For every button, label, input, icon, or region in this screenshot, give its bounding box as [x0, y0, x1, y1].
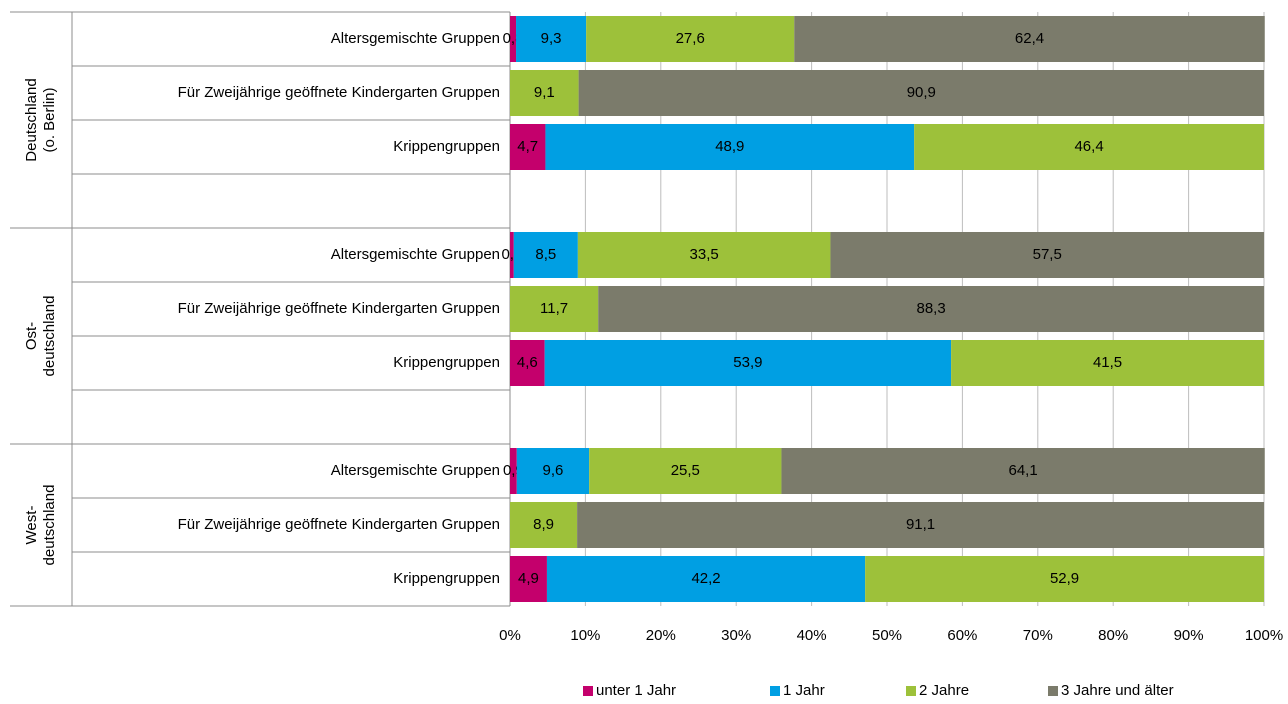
group-label: Ost-	[23, 322, 40, 350]
legend-swatch	[1048, 686, 1058, 696]
bar-segment	[510, 70, 579, 116]
bar-segment	[516, 448, 590, 494]
bar-segment	[545, 124, 915, 170]
bar-segment	[510, 124, 546, 170]
x-tick-label: 60%	[947, 627, 977, 644]
bar-segment	[510, 286, 599, 332]
value-label: 64,1	[1008, 462, 1037, 479]
bar-segment	[830, 232, 1264, 278]
value-label: 62,4	[1015, 30, 1044, 47]
value-label: 48,9	[715, 138, 744, 155]
value-label: 53,9	[733, 354, 762, 371]
value-label: 4,7	[517, 138, 538, 155]
value-label: 33,5	[690, 246, 719, 263]
bar-segment	[544, 340, 952, 386]
legend-label: unter 1 Jahr	[596, 682, 676, 699]
x-tick-label: 40%	[797, 627, 827, 644]
group-label: (o. Berlin)	[41, 87, 58, 152]
group-label: West-	[23, 506, 40, 545]
x-tick-label: 80%	[1098, 627, 1128, 644]
bar-segment	[586, 16, 795, 62]
category-label: Krippengruppen	[393, 570, 500, 587]
category-label: Für Zweijährige geöffnete Kindergarten G…	[178, 516, 500, 533]
x-tick-label: 10%	[570, 627, 600, 644]
value-label: 41,5	[1093, 354, 1122, 371]
value-label: 25,5	[671, 462, 700, 479]
bar-segment	[516, 16, 587, 62]
value-label: 90,9	[907, 84, 936, 101]
group-label: deutschland	[41, 485, 58, 566]
value-label: 4,6	[517, 354, 538, 371]
x-tick-label: 100%	[1245, 627, 1283, 644]
legend-label: 1 Jahr	[783, 682, 825, 699]
value-label: 27,6	[676, 30, 705, 47]
bar-segment	[513, 232, 578, 278]
bar-segment	[510, 340, 545, 386]
value-label: 4,9	[518, 570, 539, 587]
bar-segment	[577, 232, 831, 278]
legend-swatch	[583, 686, 593, 696]
value-label: 91,1	[906, 516, 935, 533]
x-tick-label: 70%	[1023, 627, 1053, 644]
value-label: 42,2	[691, 570, 720, 587]
bar-segment	[510, 16, 517, 62]
bar-segment	[589, 448, 782, 494]
value-label: 9,6	[543, 462, 564, 479]
x-tick-label: 20%	[646, 627, 676, 644]
bar-segment	[510, 232, 514, 278]
bar-segment	[577, 502, 1264, 548]
bar-segment	[510, 502, 578, 548]
category-label: Altersgemischte Gruppen	[331, 246, 500, 263]
bar-segment	[510, 448, 517, 494]
bar-segment	[598, 286, 1264, 332]
category-label: Altersgemischte Gruppen	[331, 30, 500, 47]
legend-swatch	[906, 686, 916, 696]
bar-segment	[914, 124, 1264, 170]
x-tick-label: 0%	[499, 627, 521, 644]
x-tick-label: 90%	[1174, 627, 1204, 644]
group-label: deutschland	[41, 296, 58, 377]
value-label: 8,5	[535, 246, 556, 263]
bar-segment	[510, 556, 547, 602]
group-label: Deutschland	[23, 78, 40, 161]
value-label: 88,3	[917, 300, 946, 317]
x-tick-label: 30%	[721, 627, 751, 644]
legend-swatch	[770, 686, 780, 696]
legend-label: 2 Jahre	[919, 682, 969, 699]
value-label: 9,3	[541, 30, 562, 47]
bar-segment	[951, 340, 1264, 386]
legend-label: 3 Jahre und älter	[1061, 682, 1174, 699]
bar-segment	[794, 16, 1265, 62]
category-label: Für Zweijährige geöffnete Kindergarten G…	[178, 300, 500, 317]
value-label: 9,1	[534, 84, 555, 101]
value-label: 11,7	[540, 300, 568, 317]
value-label: 57,5	[1033, 246, 1062, 263]
bar-segment	[578, 70, 1264, 116]
category-label: Krippengruppen	[393, 138, 500, 155]
category-label: Krippengruppen	[393, 354, 500, 371]
bar-segment	[865, 556, 1264, 602]
category-label: Altersgemischte Gruppen	[331, 462, 500, 479]
value-label: 46,4	[1074, 138, 1103, 155]
bar-segment	[546, 556, 866, 602]
bar-segment	[781, 448, 1265, 494]
x-tick-label: 50%	[872, 627, 902, 644]
category-label: Für Zweijährige geöffnete Kindergarten G…	[178, 84, 500, 101]
value-label: 52,9	[1050, 570, 1079, 587]
value-label: 8,9	[533, 516, 554, 533]
